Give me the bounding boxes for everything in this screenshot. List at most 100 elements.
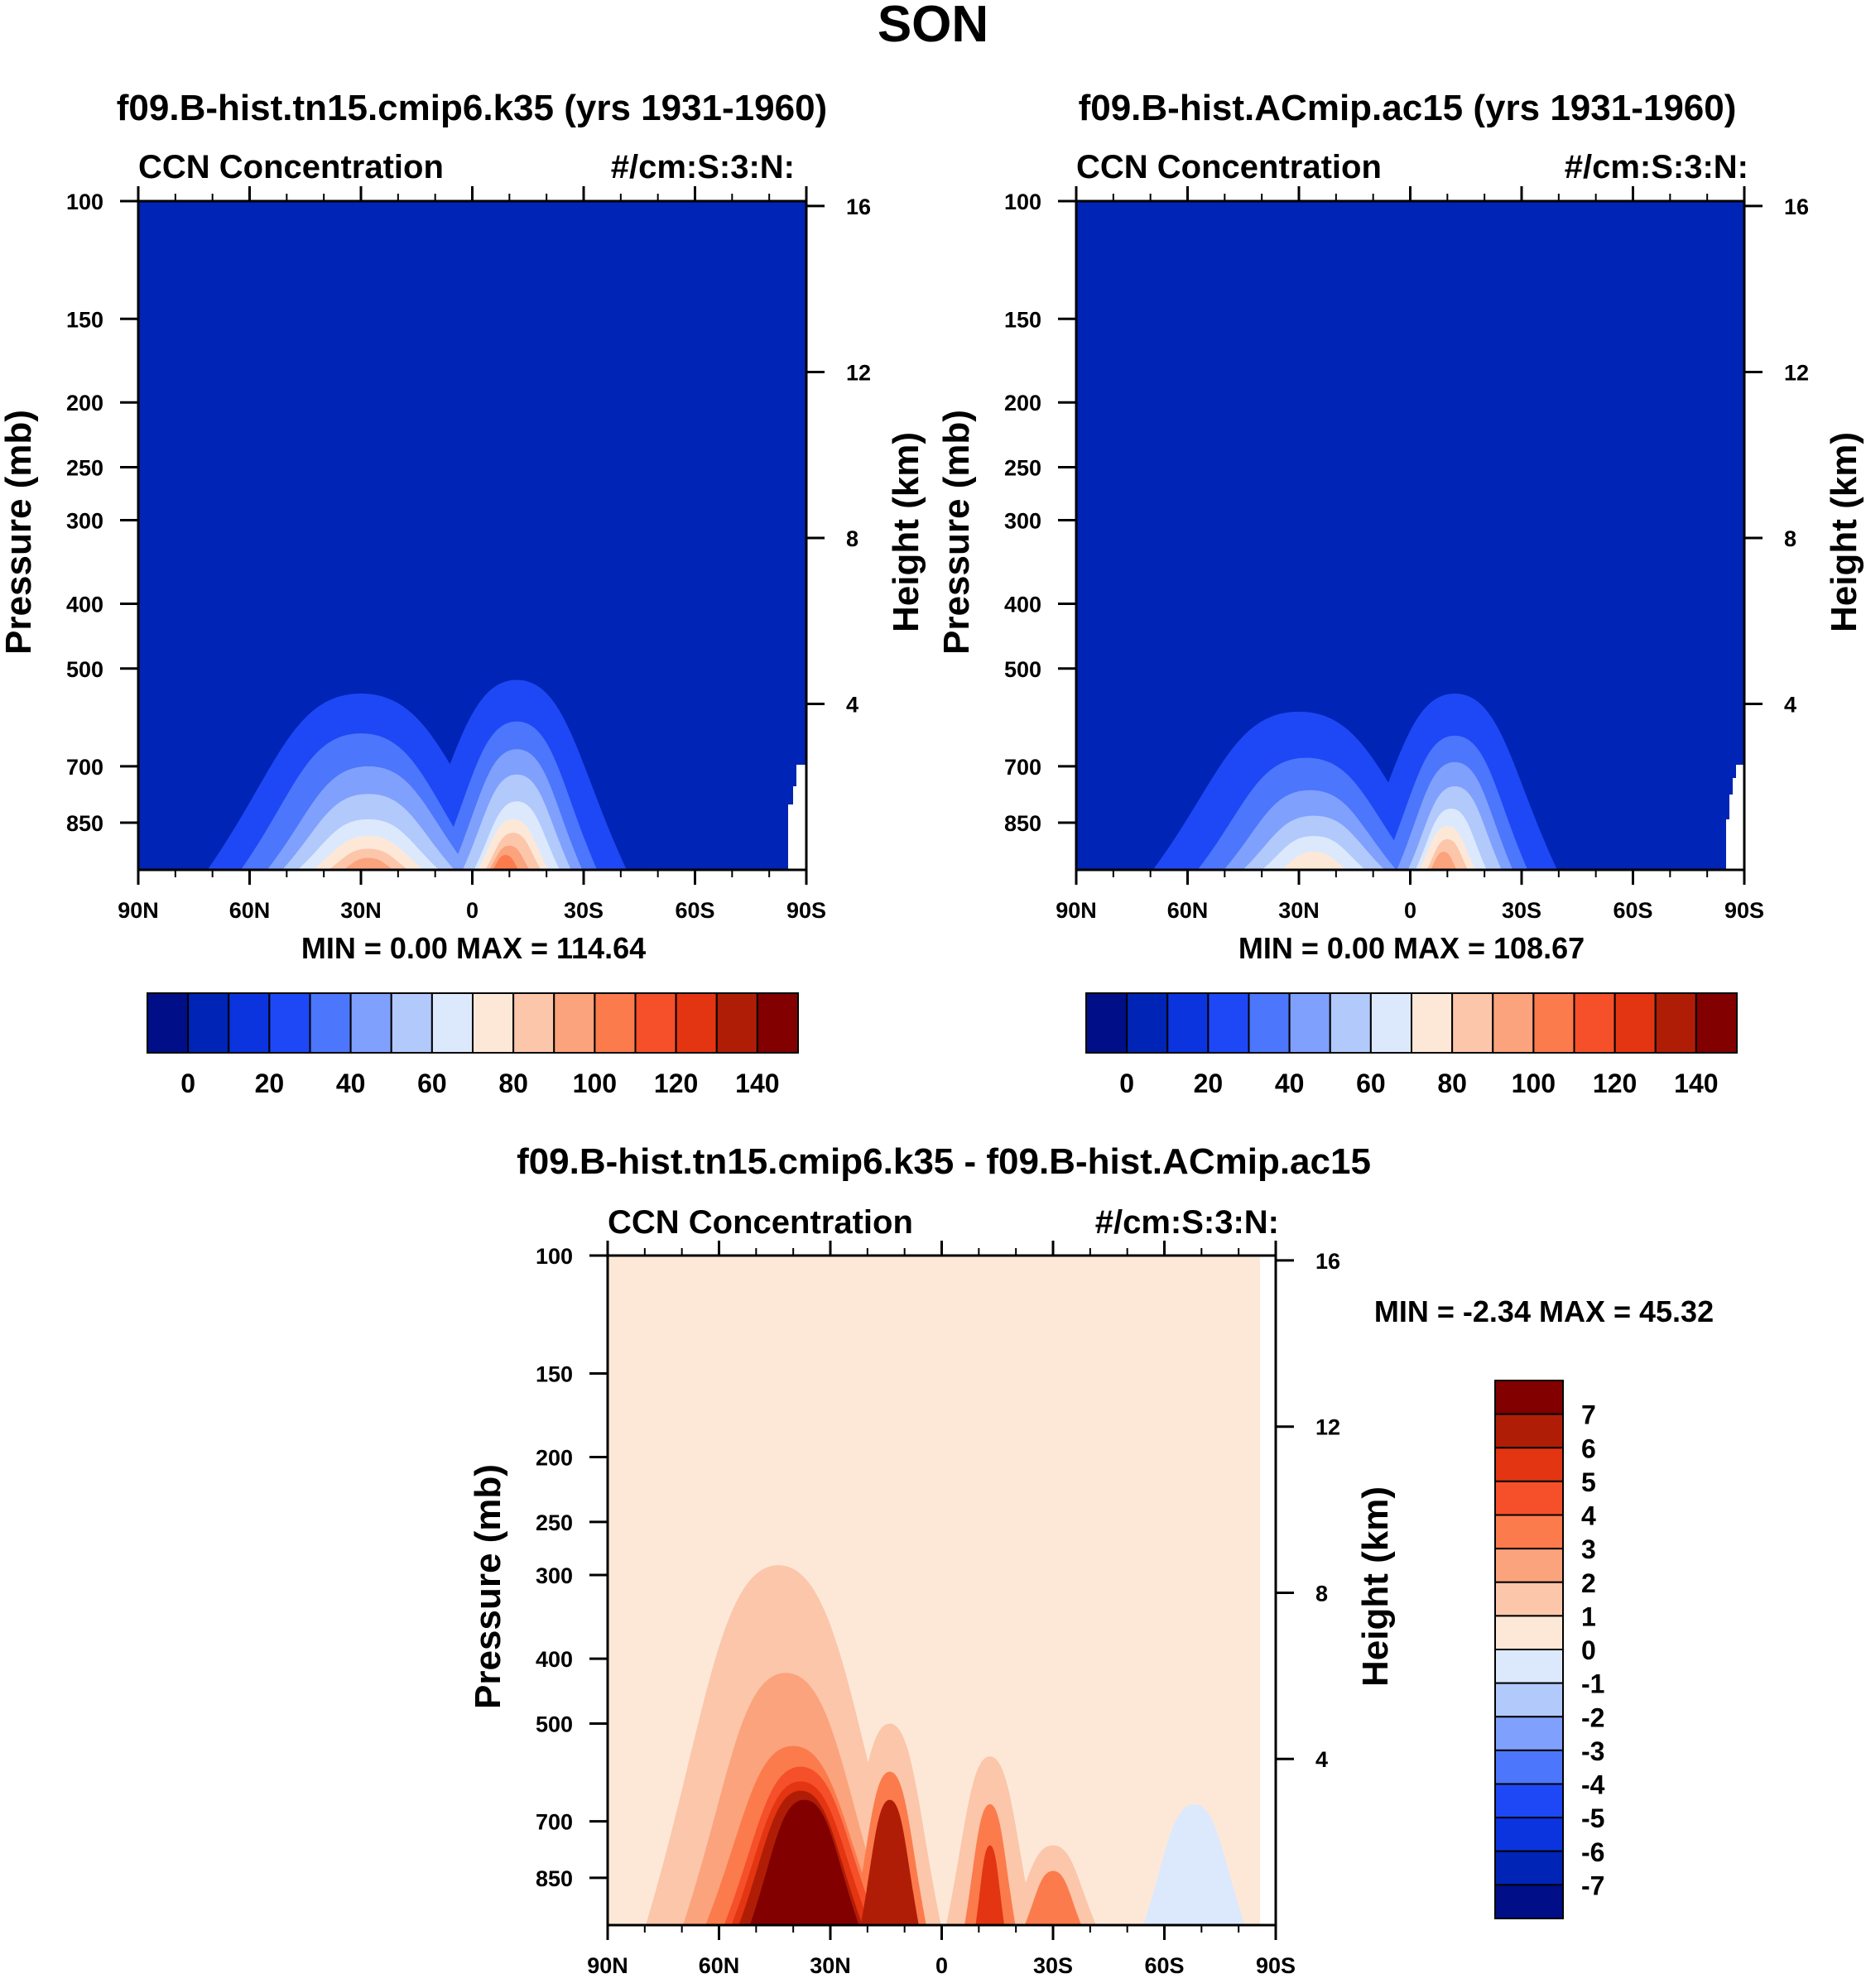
panel-1-colorbar-swatch bbox=[634, 992, 677, 1054]
panel-1-y-tick-label: 150 bbox=[66, 307, 103, 332]
panel-1-colorbar-swatch bbox=[675, 992, 718, 1054]
panel-3-y-tick-label: 150 bbox=[536, 1361, 573, 1386]
panel-2-colorbar-label: 60 bbox=[1356, 1068, 1386, 1098]
panel-3-y-tick-label: 200 bbox=[536, 1446, 573, 1471]
panel-1-x-tick-label: 0 bbox=[466, 898, 479, 923]
panel-2-colorbar-label: 100 bbox=[1512, 1068, 1556, 1098]
panel-2-colorbar-label: 20 bbox=[1194, 1068, 1224, 1098]
panel-3-colorbar-swatch bbox=[1494, 1682, 1564, 1718]
panel-1-colorbar-swatch bbox=[715, 992, 758, 1054]
panel-2-colorbar-swatch bbox=[1492, 992, 1535, 1054]
panel-2-y-tick-label: 150 bbox=[1004, 307, 1041, 332]
panel-3-colorbar-swatch bbox=[1494, 1850, 1564, 1886]
panel-1-colorbar-swatch bbox=[512, 992, 555, 1054]
panel-2-x-tick-label: 30N bbox=[1278, 898, 1320, 923]
panel-1-contour-bands bbox=[207, 679, 627, 870]
panel-1-x-tick-label: 60N bbox=[229, 898, 271, 923]
panel-3-colorbar-label: 2 bbox=[1581, 1568, 1596, 1598]
panel-1-colorbar-swatch bbox=[390, 992, 433, 1054]
panel-2-colorbar-swatch bbox=[1207, 992, 1250, 1054]
panel-2-y2-axis-label: Height (km) bbox=[1824, 432, 1864, 632]
panel-1-y2-tick-label: 8 bbox=[846, 526, 858, 551]
panel-3-y-tick-label: 300 bbox=[536, 1563, 573, 1588]
panel-3-colorbar-label: 1 bbox=[1581, 1601, 1596, 1631]
panel-3-y-tick-label: 700 bbox=[536, 1810, 573, 1835]
panel-1-y-tick-label: 850 bbox=[66, 811, 103, 836]
panel-2-colorbar-swatch bbox=[1614, 992, 1657, 1054]
panel-2-y-tick-label: 500 bbox=[1004, 657, 1041, 682]
panel-2-colorbar-swatch bbox=[1329, 992, 1372, 1054]
panel-3-x-tick-label: 90N bbox=[587, 1953, 628, 1978]
panel-1-y-tick-label: 500 bbox=[66, 657, 103, 682]
panel-3-y-tick-label: 250 bbox=[536, 1510, 573, 1535]
panel-1-colorbar-swatch bbox=[228, 992, 271, 1054]
panel-3-colorbar-label: 7 bbox=[1581, 1400, 1596, 1430]
panel-3-contour-field bbox=[608, 1256, 1276, 1925]
panel-2-axes: 90N 60N 30N 0 30S 60S 90S 100 150 200 250 300 400 500… bbox=[936, 186, 1864, 923]
panel-2-y-tick-label: 200 bbox=[1004, 391, 1041, 415]
panel-2-contour-band bbox=[1431, 852, 1457, 870]
panel-1-colorbar-label: 20 bbox=[255, 1068, 285, 1098]
panel-1-y-tick-label: 700 bbox=[66, 755, 103, 780]
panel-3-contour-band bbox=[1024, 1870, 1082, 1925]
panel-3-colorbar-swatch bbox=[1494, 1817, 1564, 1852]
panel-3-colorbar-swatch bbox=[1494, 1514, 1564, 1550]
panel-2-colorbar-label: 120 bbox=[1593, 1068, 1637, 1098]
panel-1-colorbar-swatch bbox=[594, 992, 637, 1054]
panel-2-colorbar-swatch bbox=[1695, 992, 1738, 1054]
panel-2-y-tick-label: 700 bbox=[1004, 755, 1041, 780]
panel-3-y2-tick-label: 16 bbox=[1315, 1249, 1340, 1274]
panel-3-min-max: MIN = -2.34 MAX = 45.32 bbox=[1374, 1294, 1714, 1328]
panel-3-colorbar-label: 0 bbox=[1581, 1635, 1596, 1665]
figure-title: SON bbox=[878, 0, 988, 53]
panel-2-contour-field bbox=[1076, 201, 1744, 870]
panel-3-units-label: #/cm:S:3:N: bbox=[1095, 1204, 1279, 1241]
panel-3-colorbar-label: -5 bbox=[1581, 1803, 1604, 1833]
panel-3-x-tick-label: 60N bbox=[699, 1953, 740, 1978]
panel-1-x-tick-label: 90N bbox=[118, 898, 159, 923]
panel-3: f09.B-hist.tn15.cmip6.k35 - f09.B-hist.A… bbox=[468, 1141, 1714, 1978]
panel-1-x-tick-label: 30N bbox=[340, 898, 382, 923]
panel-3-missing-data-mask bbox=[1260, 1256, 1276, 1925]
panel-1-contour-field bbox=[138, 201, 806, 870]
panel-1-units-label: #/cm:S:3:N: bbox=[611, 149, 795, 185]
panel-2-colorbar-swatch bbox=[1166, 992, 1210, 1054]
panel-1-y2-axis-label: Height (km) bbox=[886, 432, 926, 632]
panel-1-colorbar-label: 120 bbox=[654, 1068, 698, 1098]
panel-2-colorbar-swatch bbox=[1369, 992, 1412, 1054]
panel-2-units-label: #/cm:S:3:N: bbox=[1565, 149, 1748, 185]
panel-3-colorbar-label: -7 bbox=[1581, 1870, 1604, 1900]
panel-2-contour-band bbox=[1281, 852, 1347, 870]
panel-1-min-max: MIN = 0.00 MAX = 114.64 bbox=[301, 931, 646, 965]
panel-2-min-max: MIN = 0.00 MAX = 108.67 bbox=[1238, 931, 1585, 965]
panel-3-colorbar-label: -2 bbox=[1581, 1702, 1604, 1732]
panel-3-colorbar-label: -3 bbox=[1581, 1736, 1604, 1766]
panel-1-colorbar-swatch bbox=[309, 992, 352, 1054]
panel-1-y-tick-label: 400 bbox=[66, 592, 103, 617]
panel-1-y-tick-label: 200 bbox=[66, 391, 103, 415]
panel-3-colorbar: 76 5 43 21 0 -1-2 -3 -4-5 -6-7 bbox=[1494, 1380, 1605, 1919]
panel-1-x-tick-label: 30S bbox=[564, 898, 604, 923]
panel-3-colorbar-swatch bbox=[1494, 1548, 1564, 1583]
panel-2-colorbar-label: 40 bbox=[1275, 1068, 1305, 1098]
panel-2-colorbar-swatch bbox=[1248, 992, 1291, 1054]
panel-1-y2-tick-label: 4 bbox=[846, 692, 858, 717]
panel-2-colorbar-swatch bbox=[1654, 992, 1697, 1054]
panel-1-y-tick-label: 250 bbox=[66, 456, 103, 481]
panel-1-y-axis-label: Pressure (mb) bbox=[0, 410, 39, 655]
panel-3-colorbar-swatch bbox=[1494, 1649, 1564, 1684]
panel-2-title: f09.B-hist.ACmip.ac15 (yrs 1931-1960) bbox=[1079, 88, 1737, 128]
panel-1-colorbar-swatch bbox=[268, 992, 311, 1054]
panel-3-colorbar-swatch bbox=[1494, 1480, 1564, 1516]
panel-3-y-tick-label: 400 bbox=[536, 1647, 573, 1672]
panel-2-colorbar-label: 140 bbox=[1674, 1068, 1718, 1098]
panel-3-colorbar-label: -6 bbox=[1581, 1837, 1604, 1867]
panel-3-colorbar-swatch bbox=[1494, 1749, 1564, 1785]
panel-1-colorbar-swatch bbox=[553, 992, 596, 1054]
panel-2-y-tick-label: 300 bbox=[1004, 509, 1041, 534]
panel-2-contour-bands bbox=[1152, 694, 1557, 870]
panel-1-contour-band bbox=[493, 855, 519, 870]
panel-1-colorbar-swatch bbox=[147, 992, 190, 1054]
